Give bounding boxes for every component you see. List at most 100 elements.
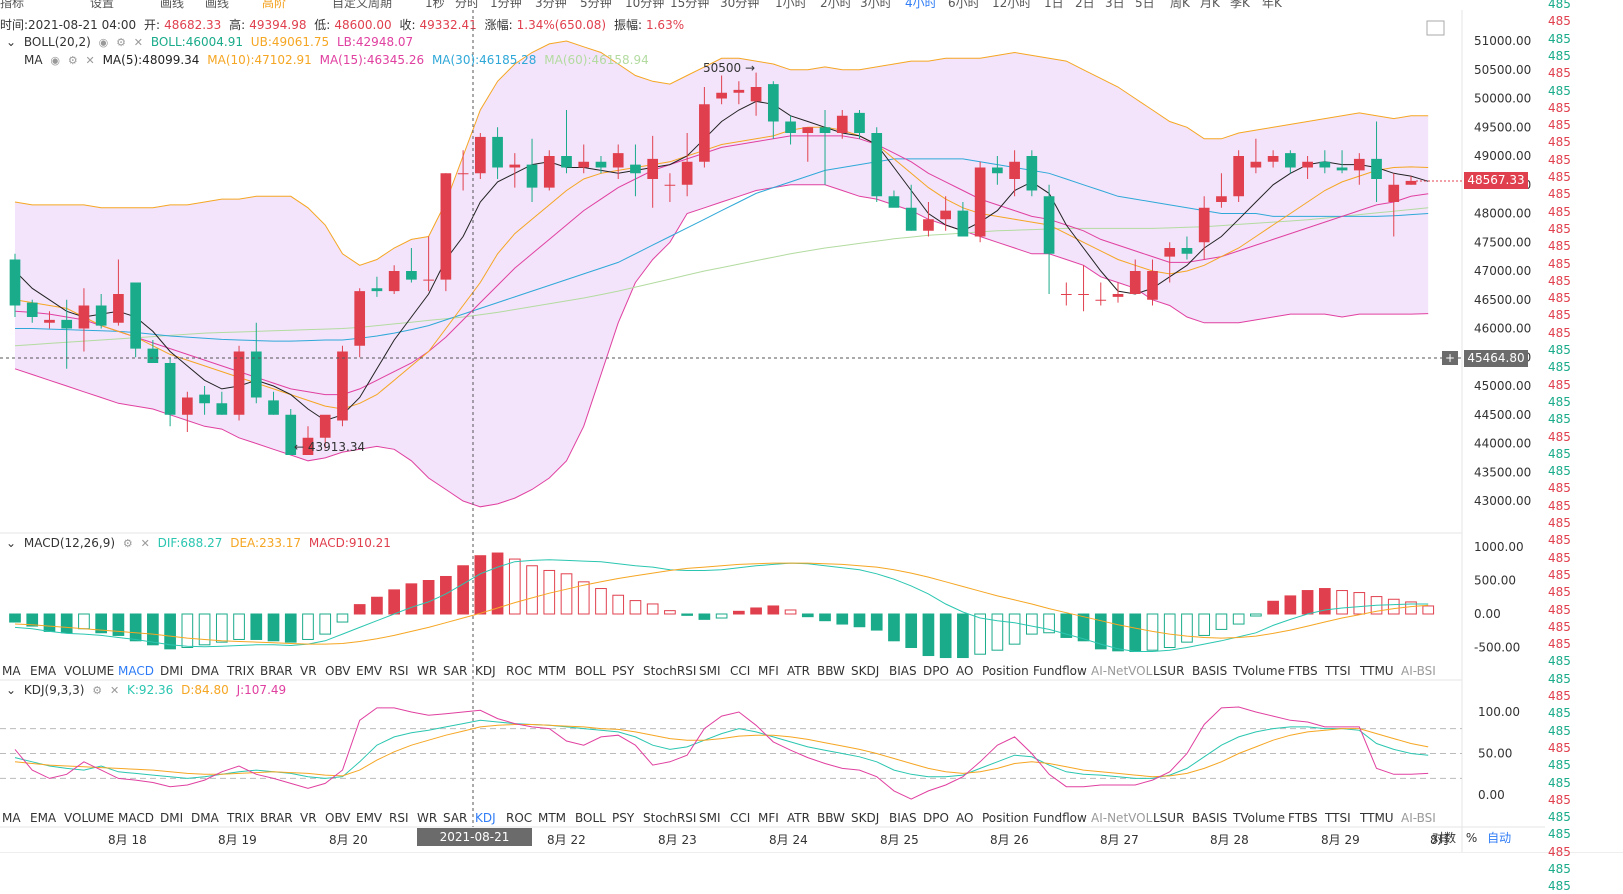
indicator-tab-atr[interactable]: ATR <box>787 664 810 678</box>
indicator-tab-lsur[interactable]: LSUR <box>1153 811 1185 825</box>
indicator-tab-volume[interactable]: VOLUME <box>64 664 115 678</box>
indicator-tab-macd[interactable]: MACD <box>118 664 154 678</box>
toolbar-item[interactable]: 1小时 <box>775 0 807 10</box>
toolbar-item[interactable]: 4小时 <box>905 0 937 10</box>
indicator-tab-kdj[interactable]: KDJ <box>475 664 496 678</box>
indicator-tab-tvolume[interactable]: TVolume <box>1233 664 1285 678</box>
indicator-tab-dma[interactable]: DMA <box>191 664 219 678</box>
chart-canvas[interactable]: 51000.00 50500.00 50000.00 49500.00 49000.00… <box>0 0 1545 852</box>
toolbar-item[interactable]: 季K <box>1230 0 1250 10</box>
indicator-tab-smi[interactable]: SMI <box>699 811 721 825</box>
indicator-tab-cci[interactable]: CCI <box>730 811 751 825</box>
indicator-tab-smi[interactable]: SMI <box>699 664 721 678</box>
indicator-tab-emv[interactable]: EMV <box>356 664 383 678</box>
indicator-tab-cci[interactable]: CCI <box>730 664 751 678</box>
log-scale-toggle[interactable]: 对数 <box>1432 831 1457 845</box>
indicator-tab-psy[interactable]: PSY <box>612 811 635 825</box>
indicator-tab-ma[interactable]: MA <box>2 811 21 825</box>
toolbar-item[interactable]: 画线 <box>205 0 230 10</box>
toolbar-item[interactable]: 1秒 <box>425 0 445 10</box>
indicator-tab-stochrsi[interactable]: StochRSI <box>643 811 697 825</box>
indicator-tab-ttmu[interactable]: TTMU <box>1360 664 1394 678</box>
toolbar-item[interactable]: 指标 <box>0 0 25 10</box>
indicator-tab-wr[interactable]: WR <box>417 664 438 678</box>
indicator-tab-dpo[interactable]: DPO <box>923 811 949 825</box>
indicator-tab-ema[interactable]: EMA <box>30 664 57 678</box>
indicator-tab-skdj[interactable]: SKDJ <box>851 811 880 825</box>
toolbar-item[interactable]: 月K <box>1200 0 1220 10</box>
indicator-tab-dma[interactable]: DMA <box>191 811 219 825</box>
indicator-tab-rsi[interactable]: RSI <box>389 664 409 678</box>
indicator-tab-ttmu[interactable]: TTMU <box>1360 811 1394 825</box>
close-icon[interactable]: ✕ <box>85 54 95 67</box>
indicator-tab-mfi[interactable]: MFI <box>758 811 779 825</box>
indicator-tab-boll[interactable]: BOLL <box>575 664 606 678</box>
macd-chevron-icon[interactable]: ⌄ <box>6 536 17 550</box>
toolbar-item[interactable]: 3小时 <box>860 0 892 10</box>
toolbar-item[interactable]: 画线 <box>160 0 185 10</box>
indicator-tab-wr[interactable]: WR <box>417 811 438 825</box>
indicator-tab-macd[interactable]: MACD <box>118 811 154 825</box>
toolbar-item[interactable]: 2日 <box>1075 0 1095 10</box>
indicator-tab-ai-bsi[interactable]: AI-BSI <box>1401 811 1436 825</box>
toolbar-item[interactable]: 自定义周期 <box>332 0 393 10</box>
gear-icon[interactable]: ⚙ <box>122 537 133 550</box>
toolbar-item[interactable]: 周K <box>1170 0 1190 10</box>
close-icon[interactable]: ✕ <box>109 684 120 697</box>
indicator-tab-roc[interactable]: ROC <box>506 811 533 825</box>
gear-icon[interactable]: ⚙ <box>67 54 78 67</box>
indicator-tab-ao[interactable]: AO <box>956 664 974 678</box>
indicator-tab-ma[interactable]: MA <box>2 664 21 678</box>
indicator-tab-vr[interactable]: VR <box>300 664 317 678</box>
indicator-tab-bbw[interactable]: BBW <box>817 664 845 678</box>
indicator-tab-lsur[interactable]: LSUR <box>1153 664 1185 678</box>
toolbar-item[interactable]: 5分钟 <box>580 0 612 10</box>
toolbar-item[interactable]: 1日 <box>1044 0 1064 10</box>
indicator-tab-rsi[interactable]: RSI <box>389 811 409 825</box>
toolbar-item[interactable]: 设置 <box>90 0 115 10</box>
toolbar-item[interactable]: 6小时 <box>948 0 980 10</box>
toolbar-item[interactable]: 1分钟 <box>490 0 522 10</box>
indicator-tab-bias[interactable]: BIAS <box>889 811 917 825</box>
indicator-tab-basis[interactable]: BASIS <box>1192 664 1228 678</box>
toolbar-item[interactable]: 高阶 <box>262 0 287 10</box>
indicator-tab-sar[interactable]: SAR <box>443 811 468 825</box>
indicator-tab-ai-bsi[interactable]: AI-BSI <box>1401 664 1436 678</box>
eye-icon[interactable]: ◉ <box>98 36 109 49</box>
close-icon[interactable]: ✕ <box>140 537 150 550</box>
indicator-tab-stochrsi[interactable]: StochRSI <box>643 664 697 678</box>
indicator-tab-vr[interactable]: VR <box>300 811 317 825</box>
kdj-chevron-icon[interactable]: ⌄ <box>6 683 17 697</box>
indicator-tab-mtm[interactable]: MTM <box>538 664 567 678</box>
indicator-tab-obv[interactable]: OBV <box>325 811 351 825</box>
indicator-tab-bbw[interactable]: BBW <box>817 811 845 825</box>
indicator-tab-trix[interactable]: TRIX <box>227 811 255 825</box>
indicator-tab-ttsi[interactable]: TTSI <box>1325 811 1351 825</box>
toolbar-item[interactable]: 15分钟 <box>670 0 710 10</box>
indicator-tab-bias[interactable]: BIAS <box>889 664 917 678</box>
indicator-tab-atr[interactable]: ATR <box>787 811 810 825</box>
percent-toggle[interactable]: % <box>1465 831 1478 845</box>
indicator-tab-skdj[interactable]: SKDJ <box>851 664 880 678</box>
indicator-tab-position[interactable]: Position <box>982 811 1029 825</box>
indicator-tab-trix[interactable]: TRIX <box>227 664 255 678</box>
toolbar-item[interactable]: 10分钟 <box>625 0 665 10</box>
toolbar-item[interactable]: 12小时 <box>992 0 1032 10</box>
toolbar-item[interactable]: 2小时 <box>820 0 852 10</box>
eye-icon[interactable]: ◉ <box>50 54 60 67</box>
boll-chevron-icon[interactable]: ⌄ <box>6 35 17 49</box>
indicator-tab-obv[interactable]: OBV <box>325 664 351 678</box>
indicator-tab-ttsi[interactable]: TTSI <box>1325 664 1351 678</box>
indicator-tab-basis[interactable]: BASIS <box>1192 811 1228 825</box>
indicator-tab-volume[interactable]: VOLUME <box>64 811 115 825</box>
indicator-tab-psy[interactable]: PSY <box>612 664 635 678</box>
indicator-tab-position[interactable]: Position <box>982 664 1029 678</box>
toolbar-item[interactable]: 3分钟 <box>535 0 567 10</box>
toolbar-item[interactable]: 30分钟 <box>720 0 760 10</box>
indicator-tab-dpo[interactable]: DPO <box>923 664 949 678</box>
toolbar-item[interactable]: 年K <box>1262 0 1282 10</box>
indicator-tab-dmi[interactable]: DMI <box>160 811 184 825</box>
indicator-tab-kdj[interactable]: KDJ <box>475 811 496 825</box>
indicator-tab-brar[interactable]: BRAR <box>260 664 293 678</box>
indicator-tab-mfi[interactable]: MFI <box>758 664 779 678</box>
